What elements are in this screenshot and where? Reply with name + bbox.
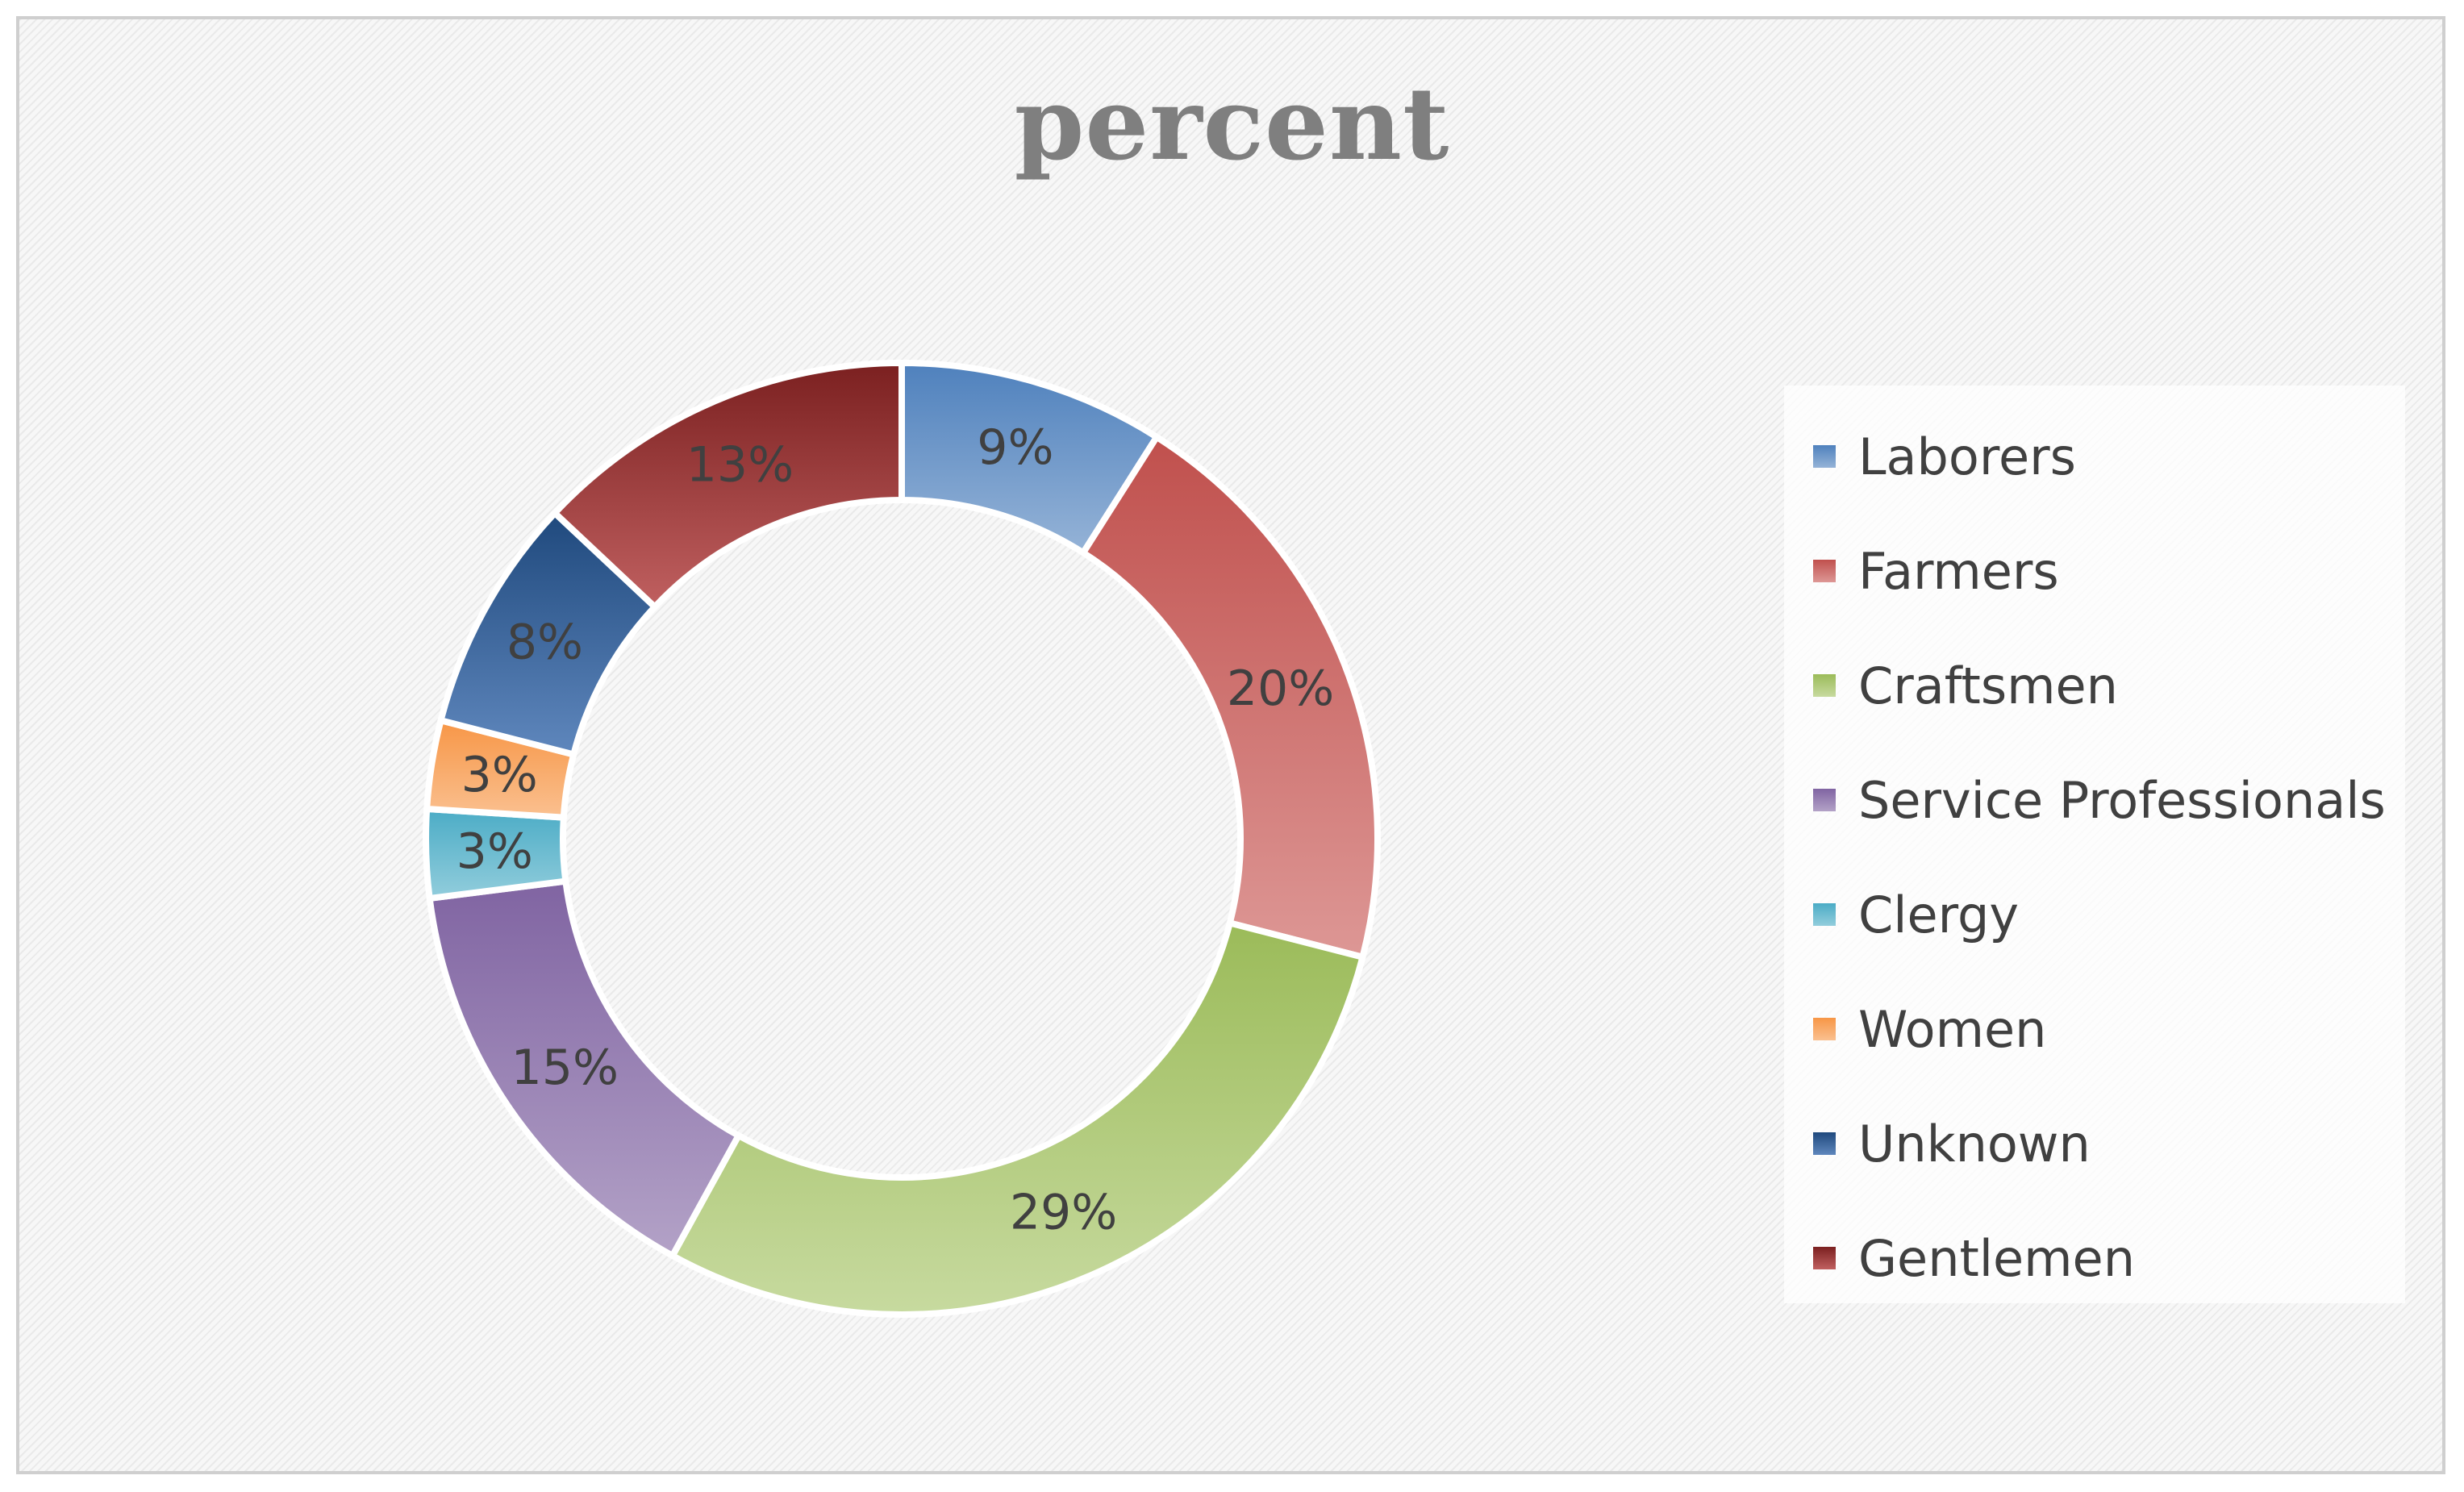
legend-item-craftsmen: Craftsmen: [1813, 645, 2118, 726]
legend-item-clergy: Clergy: [1813, 874, 2019, 955]
legend-swatch: [1813, 560, 1836, 582]
legend-swatch: [1813, 1247, 1836, 1269]
legend-swatch: [1813, 445, 1836, 468]
legend-label: Clergy: [1858, 885, 2020, 944]
data-label-laborers: 9%: [977, 419, 1053, 476]
legend-label: Unknown: [1858, 1114, 2091, 1173]
legend-item-farmers: Farmers: [1813, 531, 2059, 611]
legend-swatch: [1813, 1132, 1836, 1155]
legend-label: Women: [1858, 999, 2047, 1059]
data-label-gentlemen: 13%: [686, 437, 794, 494]
data-label-clergy: 3%: [457, 823, 533, 880]
data-label-farmers: 20%: [1227, 661, 1334, 717]
legend-swatch: [1813, 789, 1836, 811]
slice-craftsmen: [669, 919, 1366, 1318]
legend-label: Laborers: [1858, 427, 2076, 486]
legend-item-laborers: Laborers: [1813, 416, 2076, 497]
legend-label: Gentlemen: [1858, 1228, 2135, 1288]
legend: Laborers Farmers Craftsmen Service Professi…: [1784, 386, 2405, 1303]
legend-label: Farmers: [1858, 541, 2059, 601]
data-label-unknown: 8%: [507, 615, 583, 671]
legend-label: Craftsmen: [1858, 656, 2118, 715]
legend-swatch: [1813, 1018, 1836, 1040]
legend-item-women: Women: [1813, 989, 2046, 1069]
slice-farmers: [1080, 433, 1381, 961]
slice-gentlemen: [551, 360, 905, 611]
data-label-service-professionals: 15%: [511, 1040, 619, 1096]
chart-title: percent: [1014, 66, 1450, 183]
data-label-craftsmen: 29%: [1010, 1184, 1117, 1240]
legend-item-unknown: Unknown: [1813, 1103, 2091, 1184]
legend-swatch: [1813, 903, 1836, 926]
legend-label: Service Professionals: [1858, 770, 2386, 830]
legend-swatch: [1813, 674, 1836, 697]
legend-item-service-professionals: Service Professionals: [1813, 760, 2386, 840]
data-label-women: 3%: [461, 747, 538, 803]
legend-item-gentlemen: Gentlemen: [1813, 1218, 2135, 1298]
